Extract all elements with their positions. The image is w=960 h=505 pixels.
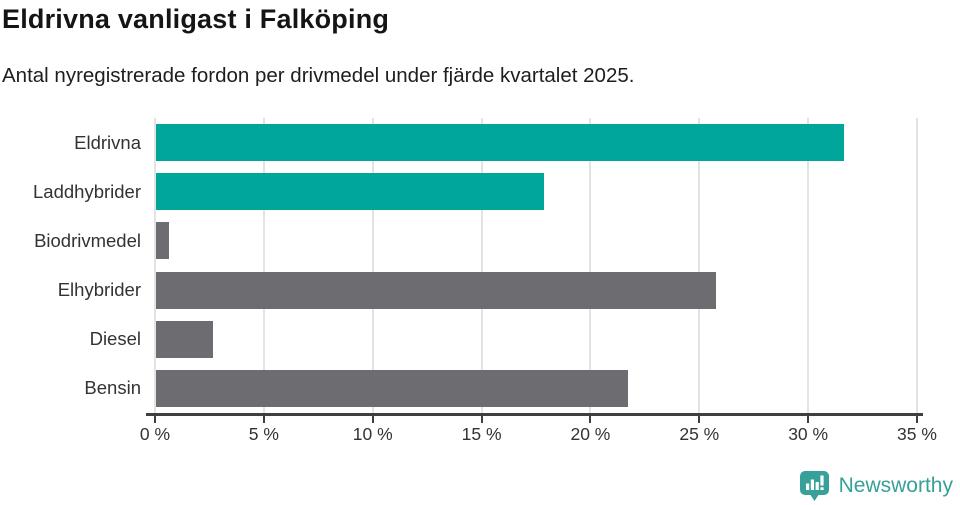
gridline-0 bbox=[154, 118, 156, 413]
bar-eldrivna bbox=[156, 124, 844, 162]
x-tick-label-30: 30 % bbox=[788, 424, 829, 444]
x-tick-10 bbox=[371, 415, 374, 423]
x-tick-label-35: 35 % bbox=[897, 424, 937, 444]
x-tick-label-10: 10 % bbox=[352, 424, 393, 444]
gridline-5 bbox=[262, 118, 265, 413]
x-tick-5 bbox=[262, 415, 265, 423]
category-label-biodrivmedel: Biodrivmedel bbox=[34, 229, 141, 251]
x-tick-0 bbox=[154, 415, 156, 423]
x-tick-30 bbox=[807, 415, 810, 423]
newsworthy-logo-icon bbox=[799, 471, 829, 501]
x-tick-label-20: 20 % bbox=[570, 424, 611, 444]
y-axis-labels: Eldrivna Laddhybrider Biodrivmedel Elhybrid… bbox=[0, 118, 141, 413]
gridline-25 bbox=[698, 118, 701, 413]
brand-name: Newsworthy bbox=[838, 474, 953, 497]
bar-diesel bbox=[156, 320, 213, 358]
bar-bensin bbox=[156, 369, 629, 407]
category-label-diesel: Diesel bbox=[89, 328, 141, 350]
x-tick-label-0: 0 % bbox=[139, 424, 171, 444]
category-label-elhybrider: Elhybrider bbox=[57, 279, 141, 301]
x-tick-35 bbox=[916, 415, 918, 423]
chart-title: Eldrivna vanligast i Falköping bbox=[2, 4, 390, 34]
x-axis-line bbox=[146, 413, 923, 416]
x-tick-label-5: 5 % bbox=[248, 424, 279, 444]
x-tick-15 bbox=[480, 415, 483, 423]
plot-area: 0 % 5 % 10 % 15 % 20 % 25 % 30 % 35 % bbox=[140, 118, 937, 444]
category-label-eldrivna: Eldrivna bbox=[74, 131, 141, 153]
gridline-10 bbox=[371, 118, 374, 413]
bar-laddhybrider bbox=[156, 173, 544, 211]
chart-subtitle: Antal nyregistrerade fordon per drivmede… bbox=[2, 64, 635, 87]
gridline-35 bbox=[916, 118, 918, 413]
category-label-laddhybrider: Laddhybrider bbox=[33, 180, 141, 202]
category-label-bensin: Bensin bbox=[84, 377, 141, 399]
x-tick-label-15: 15 % bbox=[461, 424, 502, 444]
x-tick-label-25: 25 % bbox=[679, 424, 720, 444]
gridline-15 bbox=[480, 118, 483, 413]
gridline-20 bbox=[589, 118, 592, 413]
gridline-30 bbox=[807, 118, 810, 413]
x-tick-25 bbox=[698, 415, 701, 423]
bar-biodrivmedel bbox=[156, 222, 170, 260]
bar-elhybrider bbox=[156, 271, 716, 309]
newsworthy-brand: Newsworthy bbox=[798, 470, 953, 502]
x-tick-20 bbox=[589, 415, 592, 423]
